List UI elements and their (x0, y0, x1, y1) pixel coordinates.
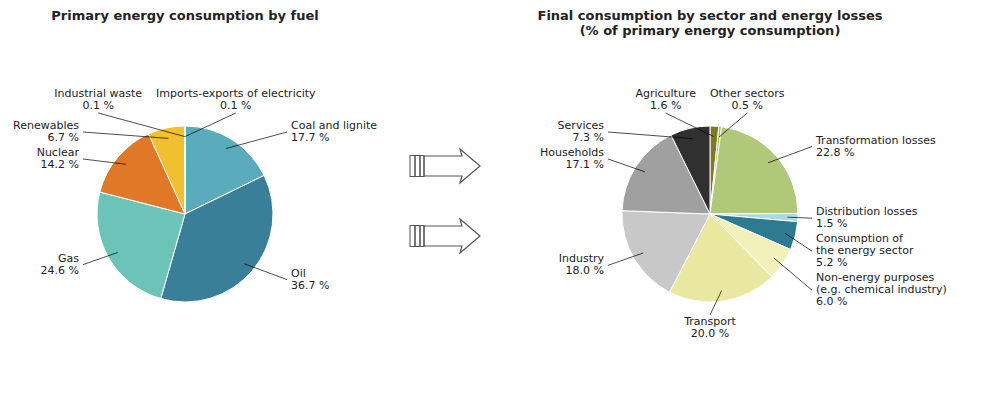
arrow-bar (414, 226, 416, 247)
leader-lines (83, 113, 287, 280)
chart-title: Primary energy consumption by fuel (51, 8, 318, 23)
title-line: Primary energy consumption by fuel (51, 8, 318, 23)
leader-line (710, 291, 722, 315)
pie-slice (710, 127, 798, 214)
value-label: 17.7 % (291, 131, 329, 144)
leader-line (608, 159, 645, 172)
labels: Industrial waste0.1 %Imports-exports of … (13, 87, 377, 292)
title-line: (% of primary energy consumption) (580, 23, 841, 38)
value-label: 0.1 % (220, 99, 251, 112)
value-label: 6.0 % (816, 295, 847, 308)
labels: Agriculture1.6 %Other sectors0.5 %Transp… (540, 87, 947, 340)
value-label: 18.0 % (566, 264, 604, 277)
slice-label: Consumption ofthe energy sector (816, 232, 914, 257)
value-label: 0.1 % (82, 99, 113, 112)
value-label: 14.2 % (41, 158, 79, 171)
value-label: 36.7 % (291, 279, 329, 292)
value-label: 0.5 % (732, 99, 763, 112)
leader-line (185, 113, 236, 137)
value-label: 17.1 % (566, 158, 604, 171)
leader-line (83, 132, 168, 138)
leader-line (785, 233, 812, 251)
leader-line (608, 132, 692, 139)
leader-line (83, 252, 118, 264)
arrow-bar (419, 156, 421, 177)
pie (622, 126, 798, 302)
title-line: Final consumption by sector and energy l… (538, 8, 883, 23)
leader-line (774, 258, 812, 290)
pie-slice (671, 126, 710, 214)
value-label: 20.0 % (691, 327, 729, 340)
leader-line (244, 264, 287, 280)
pie-slice (622, 211, 710, 292)
arrows (410, 149, 480, 253)
slice-label: Non-energy purposes(e.g. chemical indust… (816, 271, 947, 296)
value-label: 6.7 % (48, 131, 79, 144)
leader-line (787, 217, 812, 218)
arrow-bar-box (410, 156, 424, 177)
leader-lines (608, 113, 812, 315)
arrow-bar (419, 226, 421, 247)
arrow (424, 219, 480, 253)
pie-slice (149, 126, 185, 214)
pie (97, 126, 273, 302)
value-label: 1.6 % (650, 99, 681, 112)
arrow-bar (414, 156, 416, 177)
arrow (424, 149, 480, 183)
leader-line (666, 113, 714, 137)
arrow-bar-box (410, 226, 424, 247)
chart: Primary energy consumption by fuel Indust… (0, 0, 996, 401)
leader-line (608, 253, 643, 265)
value-label: 1.5 % (816, 217, 847, 230)
value-label: 7.3 % (573, 131, 604, 144)
leader-line (768, 147, 812, 163)
value-label: 22.8 % (816, 146, 854, 159)
leader-line (226, 132, 287, 148)
value-label: 5.2 % (816, 256, 847, 269)
leader-line (98, 113, 185, 137)
leader-line (719, 113, 747, 137)
pie-slice (184, 126, 186, 214)
leader-line (83, 159, 126, 164)
chart-title: Final consumption by sector and energy l… (538, 8, 883, 38)
value-label: 24.6 % (41, 264, 79, 277)
